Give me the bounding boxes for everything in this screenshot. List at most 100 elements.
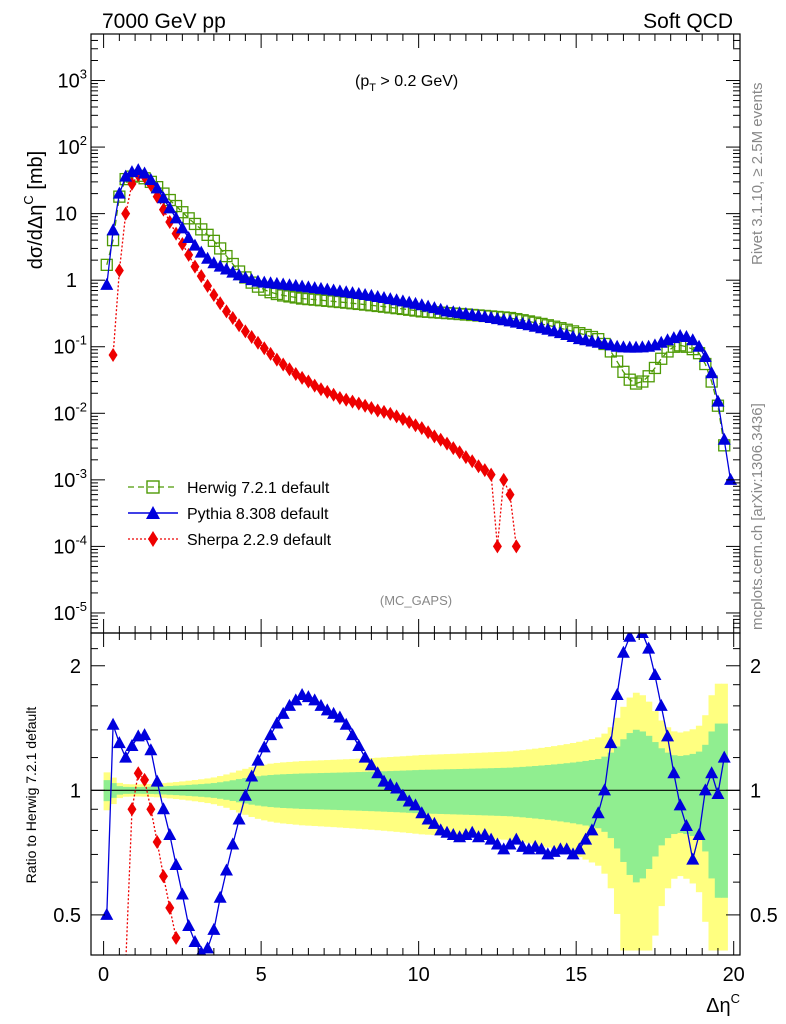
ratio-band-inner (456, 768, 464, 815)
pythia-ratio-point (156, 802, 170, 815)
pythia-ratio-point (320, 703, 334, 716)
ratio-band-inner (286, 774, 294, 809)
ratio-band-inner (613, 746, 621, 849)
pythia-point (705, 366, 719, 379)
ratio-band-inner (557, 763, 565, 822)
ratio-band-inner (538, 765, 546, 820)
ratio-band-inner (582, 760, 590, 826)
pythia-ratio-point (623, 633, 637, 642)
ratio-band-inner (658, 748, 665, 846)
pythia-point (150, 181, 164, 194)
pythia-point (144, 173, 158, 186)
sherpa-point (266, 346, 276, 361)
ratio-band-inner (550, 764, 558, 821)
sherpa-point (455, 445, 465, 460)
sherpa-ratio-point (146, 802, 156, 817)
sherpa-point (373, 403, 383, 418)
herwig-point (214, 242, 227, 255)
herwig-point (648, 361, 662, 375)
pythia-ratio-point (251, 753, 265, 766)
rivet-label: Rivet 3.1.10, ≥ 2.5M events (749, 83, 766, 266)
ratio-band-inner (424, 769, 432, 814)
ratio-band-inner (620, 739, 628, 862)
ratio-band-inner (494, 768, 502, 816)
ratio-band-inner (708, 731, 716, 879)
x-ticks: 0 5 10 15 20 (98, 34, 745, 986)
sherpa-point (461, 450, 471, 465)
pythia-ratio-point (245, 769, 259, 782)
ratio-band-inner (481, 768, 489, 816)
pythia-point (169, 211, 183, 224)
herwig-point (289, 291, 302, 304)
sherpa-point (121, 206, 131, 221)
ratio-y-tick-label: 2 (70, 656, 81, 678)
sherpa-ratio-point (127, 802, 137, 817)
pythia-ratio-point (364, 758, 378, 771)
ratio-y-axis-label: Ratio to Herwig 7.2.1 default (23, 707, 39, 884)
sherpa-point (228, 311, 238, 326)
ratio-band-inner (462, 768, 470, 815)
herwig-point (655, 352, 668, 365)
pythia-point (119, 169, 133, 182)
ratio-band-inner (676, 755, 684, 833)
sherpa-point (442, 436, 452, 451)
ratio-band-inner (280, 774, 287, 808)
pythia-ratio-point (377, 774, 391, 787)
sherpa-point (184, 247, 194, 262)
ratio-band-inner (343, 772, 350, 811)
ratio-band-inner (519, 766, 527, 818)
ratio-y-tick-label: 0.5 (53, 905, 81, 927)
legend-herwig-marker (146, 480, 160, 494)
herwig-line (106, 175, 725, 446)
ratio-band-inner (267, 775, 275, 808)
ratio-band-inner (595, 759, 602, 829)
pythia-ratio-point (219, 863, 233, 876)
pythia-point (188, 238, 202, 251)
pythia-ratio-point (345, 728, 359, 741)
ratio-band-inner (607, 752, 615, 839)
x-tick-label: 20 (723, 964, 745, 986)
header-right-label: Soft QCD (643, 10, 733, 33)
sherpa-point (203, 278, 213, 293)
ratio-band-inner (670, 755, 678, 835)
ratio-band-inner (355, 772, 363, 811)
ratio-band-inner (330, 772, 338, 810)
sherpa-point (499, 472, 509, 487)
ratio-band-inner (576, 761, 583, 825)
sherpa-point (492, 539, 502, 554)
sherpa-point (341, 392, 351, 407)
pythia-ratio-point (572, 842, 586, 855)
sherpa-ratio-point (171, 930, 181, 945)
ratio-band-inner (475, 768, 483, 816)
ratio-band-inner (683, 755, 691, 835)
herwig-point (327, 295, 340, 308)
ratio-band-inner (632, 729, 640, 883)
sherpa-ratio-point (121, 957, 130, 971)
sherpa-ratio-point (152, 835, 162, 850)
herwig-point (100, 258, 113, 271)
pythia-ratio-point (667, 766, 681, 779)
pythia-ratio-point (535, 842, 549, 855)
pythia-point (156, 191, 170, 204)
pythia-ratio-point (616, 645, 630, 658)
ratio-y-tick-label-right: 1 (750, 780, 761, 802)
pythia-point (698, 350, 712, 363)
pythia-ratio-point (478, 827, 492, 840)
x-tick-label: 10 (408, 964, 430, 986)
legend-entry-sherpa: Sherpa 2.2.9 default (128, 531, 332, 549)
herwig-point (295, 292, 309, 305)
main-y-tick-label: 10-1 (53, 333, 87, 359)
pythia-ratio-point (661, 729, 675, 742)
pythia-ratio-point (201, 941, 215, 954)
pythia-ratio-point (213, 890, 227, 903)
pythia-ratio-point (314, 698, 328, 711)
ratio-band-inner (544, 764, 552, 820)
pythia-ratio-point (560, 842, 574, 855)
sherpa-point (335, 390, 345, 405)
pythia-ratio-point (579, 832, 593, 845)
pythia-ratio-point (610, 687, 624, 700)
pythia-ratio-point (352, 738, 366, 751)
x-axis-label: ΔηC (706, 991, 740, 1017)
cut-label: (pT > 0.2 GeV) (355, 73, 458, 94)
sherpa-point (259, 341, 269, 356)
